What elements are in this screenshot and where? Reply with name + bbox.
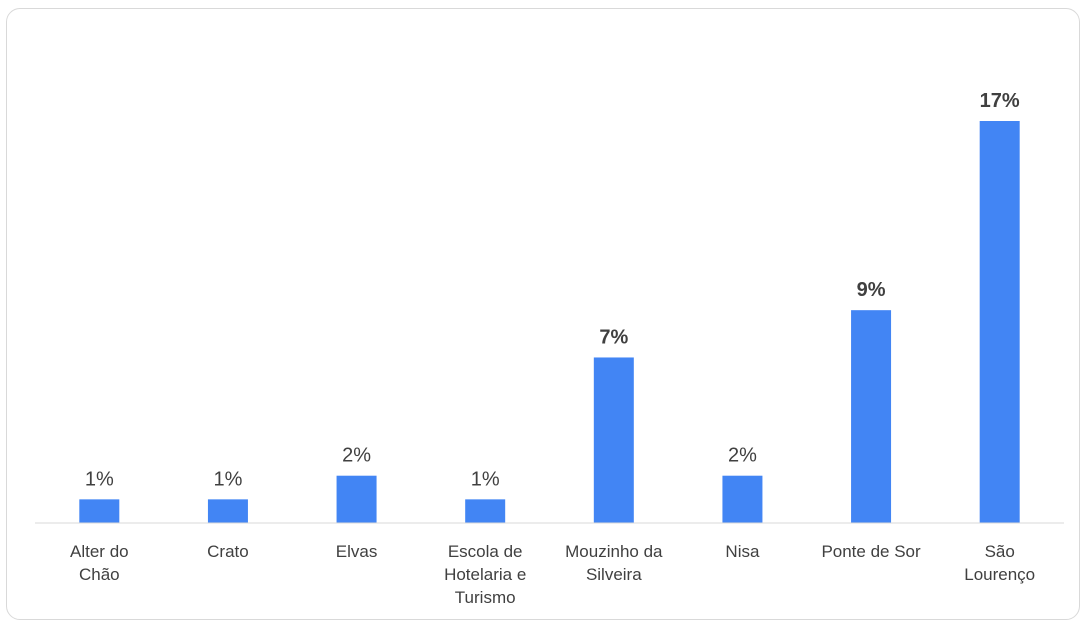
value-labels-group: 1% 1% 2% 1% 7% 2% 9% 17% [85,90,1020,490]
category-labels-group: Alter do Chão Crato Elvas Escola de Hotelaria… [70,542,1035,607]
category-label: Crato [207,542,249,561]
category-label-line: Mouzinho da [565,542,663,561]
category-label: Elvas [336,542,378,561]
bar-value-label: 2% [342,445,371,467]
category-label: Escola de Hotelaria e Turismo [444,542,526,607]
category-label-line: Hotelaria e [444,565,526,584]
category-label: Ponte de Sor [821,542,921,561]
category-label-line: Alter do [70,542,129,561]
category-label: Alter do Chão [70,542,129,584]
category-label-line: Silveira [586,565,642,584]
bar [207,499,248,523]
category-label-line: Turismo [455,588,516,607]
bar [79,499,120,523]
category-label: São Lourenço [964,542,1035,584]
category-label-line: Nisa [725,542,760,561]
bar-value-label: 1% [471,468,500,490]
bar-value-label: 1% [213,468,242,490]
bar-value-label: 7% [599,326,628,348]
bar-value-label: 17% [980,90,1020,112]
bar [336,475,377,523]
bar [722,475,763,523]
category-label-line: Lourenço [964,565,1035,584]
bar [851,310,892,523]
chart-frame [6,8,1080,620]
category-label: Nisa [725,542,760,561]
bar [465,499,506,523]
bar [593,357,634,523]
category-label: Mouzinho da Silveira [565,542,663,584]
bar [979,121,1020,523]
category-label-line: Chão [79,565,120,584]
category-label-line: Ponte de Sor [821,542,921,561]
category-label-line: São [985,542,1015,561]
bar-value-label: 1% [85,468,114,490]
bar-value-label: 2% [728,445,757,467]
category-label-line: Elvas [336,542,378,561]
bar-value-label: 9% [857,279,886,301]
bars-group [79,121,1020,523]
category-label-line: Crato [207,542,249,561]
category-label-line: Escola de [448,542,523,561]
